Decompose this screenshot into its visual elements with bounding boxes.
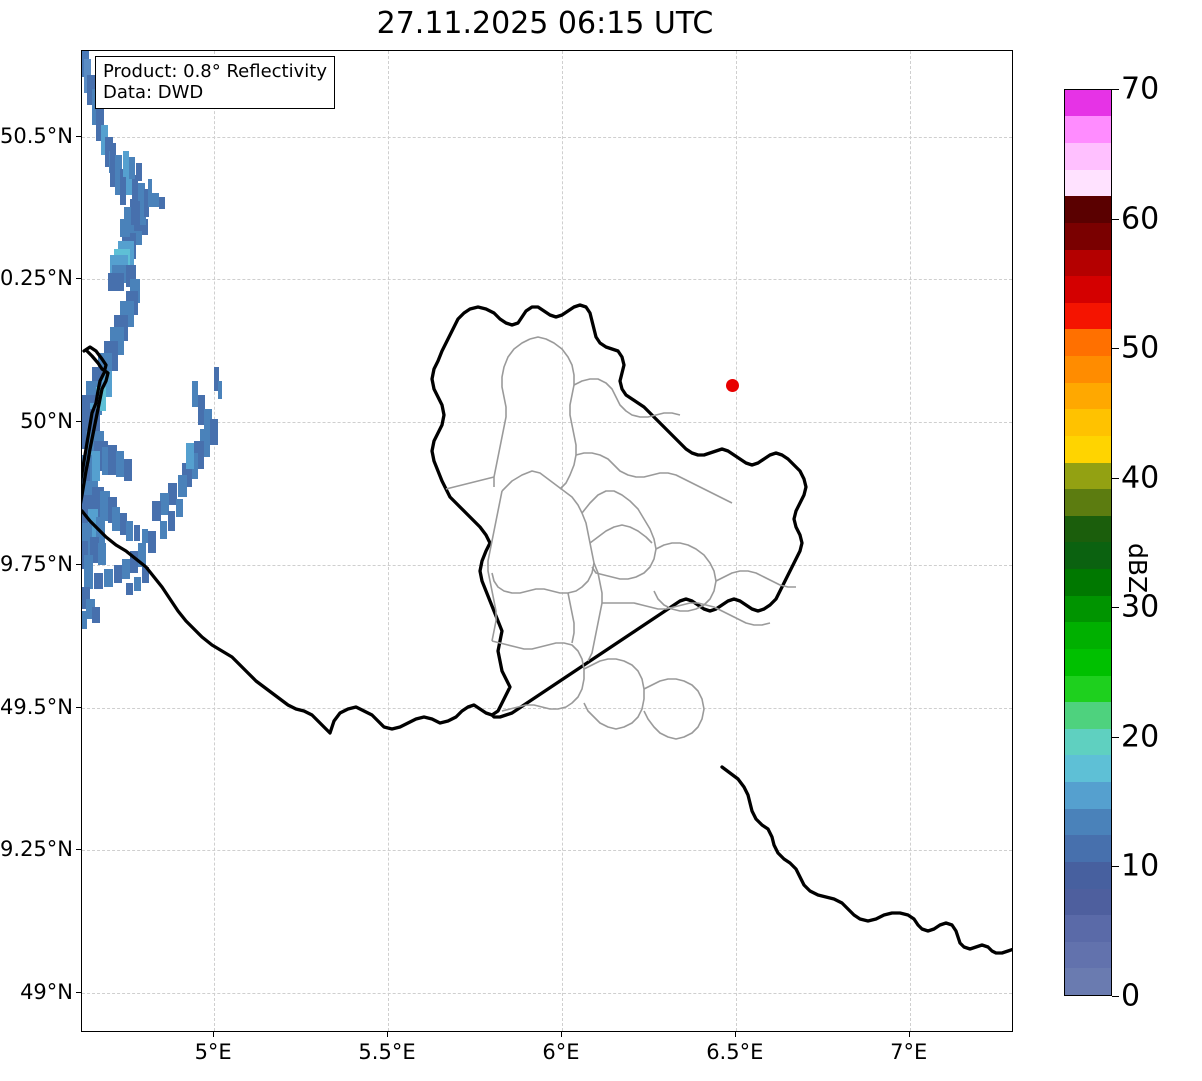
page-title: 27.11.2025 06:15 UTC [376, 6, 714, 41]
colorbar-band [1065, 675, 1111, 703]
gridline-lon [909, 51, 911, 1031]
colorbar-band [1065, 222, 1111, 250]
gridline-lat [82, 279, 1012, 281]
gridline-lat [82, 422, 1012, 424]
gridline-lon [214, 51, 216, 1031]
x-tickmark [213, 1032, 215, 1037]
y-tick-label: 49.25°N [0, 837, 73, 862]
colorbar-tick-label: 30 [1121, 589, 1160, 625]
y-tick-label: 49°N [20, 980, 73, 1005]
colorbar-band [1065, 861, 1111, 889]
colorbar-band [1065, 808, 1111, 836]
colorbar-band [1065, 116, 1111, 143]
y-tickmark [76, 992, 81, 994]
colorbar-band [1065, 143, 1111, 170]
gridline-lon [388, 51, 390, 1031]
colorbar-band [1065, 489, 1111, 516]
colorbar[interactable] [1064, 89, 1112, 996]
colorbar-tickmark [1112, 996, 1119, 997]
colorbar-tickmark [1112, 607, 1119, 609]
radar-echo-layer [82, 51, 222, 629]
map-canvas [82, 51, 1012, 1031]
gridline-lat [82, 136, 1012, 138]
map-plot-area[interactable] [81, 50, 1013, 1032]
colorbar-band [1065, 941, 1111, 969]
colorbar-tick-label: 40 [1121, 460, 1160, 496]
colorbar-tick-label: 10 [1121, 848, 1160, 884]
x-tickmark [734, 1032, 736, 1037]
colorbar-band [1065, 196, 1111, 223]
gridline-lon [561, 51, 563, 1031]
colorbar-band [1065, 888, 1111, 916]
colorbar-tick-label: 20 [1121, 719, 1160, 755]
x-tick-label: 5°E [194, 1040, 232, 1064]
colorbar-tickmark [1112, 866, 1119, 868]
data-source-line: Data: DWD [103, 82, 204, 104]
colorbar-band [1065, 968, 1111, 995]
x-tick-label: 6°E [542, 1040, 580, 1064]
colorbar-band [1065, 542, 1111, 569]
y-tick-label: 50.5°N [0, 123, 73, 148]
x-tickmark [387, 1032, 389, 1037]
y-tickmark [76, 563, 81, 565]
y-tick-label: 49.75°N [0, 551, 73, 576]
colorbar-band [1065, 755, 1111, 782]
canton-borders [445, 336, 796, 740]
y-tick-label: 49.5°N [0, 694, 73, 719]
colorbar-band [1065, 302, 1111, 330]
y-tickmark [76, 849, 81, 851]
colorbar-tick-label: 60 [1121, 201, 1160, 237]
colorbar-tickmark [1112, 736, 1119, 738]
gridline-lat [82, 850, 1012, 852]
product-line: Product: 0.8° Reflectivity [103, 61, 327, 82]
colorbar-band [1065, 169, 1111, 197]
colorbar-band [1065, 782, 1111, 809]
colorbar-band [1065, 409, 1111, 436]
colorbar-band [1065, 329, 1111, 356]
colorbar-tick-label: 50 [1121, 330, 1160, 366]
colorbar-band [1065, 89, 1111, 117]
y-tickmark [76, 278, 81, 280]
colorbar-band [1065, 276, 1111, 303]
colorbar-tick-label: 70 [1121, 71, 1160, 107]
colorbar-tickmark [1112, 348, 1119, 350]
colorbar-band [1065, 595, 1111, 623]
x-tick-label: 6.5°E [706, 1040, 764, 1064]
product-info-box: Product: 0.8° Reflectivity Data: DWD [95, 56, 335, 110]
map-geometry-layer [82, 51, 1012, 955]
gridline-lat [82, 993, 1012, 995]
x-tick-label: 7°E [890, 1040, 928, 1064]
colorbar-band [1065, 382, 1111, 410]
y-tick-label: 50.25°N [0, 266, 73, 291]
colorbar-band [1065, 356, 1111, 383]
x-tickmark [560, 1032, 562, 1037]
gridline-lat [82, 564, 1012, 566]
y-tickmark [76, 135, 81, 137]
colorbar-band [1065, 835, 1111, 862]
colorbar-tick-label: 0 [1121, 978, 1141, 1014]
colorbar-band [1065, 462, 1111, 490]
colorbar-band [1065, 569, 1111, 596]
colorbar-tickmark [1112, 89, 1119, 90]
y-tick-label: 50°N [20, 409, 73, 434]
colorbar-axis-label: dBZ [1123, 543, 1152, 594]
colorbar-tickmark [1112, 477, 1119, 479]
radar-site-marker[interactable] [726, 379, 739, 392]
colorbar-band [1065, 515, 1111, 543]
colorbar-band [1065, 728, 1111, 756]
colorbar-band [1065, 702, 1111, 729]
colorbar-band [1065, 648, 1111, 676]
gridline-lon [735, 51, 737, 1031]
colorbar-band [1065, 435, 1111, 463]
colorbar-band [1065, 915, 1111, 942]
colorbar-band [1065, 622, 1111, 649]
national-borders [82, 303, 1012, 955]
y-tickmark [76, 706, 81, 708]
colorbar-tickmark [1112, 218, 1119, 220]
x-tickmark [908, 1032, 910, 1037]
y-tickmark [76, 421, 81, 423]
colorbar-band [1065, 249, 1111, 277]
x-tick-label: 5.5°E [358, 1040, 416, 1064]
